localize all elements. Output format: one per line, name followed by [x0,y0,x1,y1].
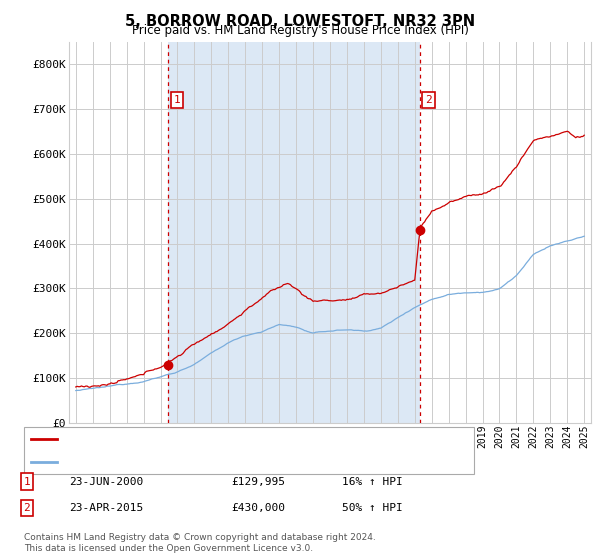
Text: 5, BORROW ROAD, LOWESTOFT, NR32 3PN: 5, BORROW ROAD, LOWESTOFT, NR32 3PN [125,14,475,29]
Text: 2: 2 [23,503,31,513]
Text: £129,995: £129,995 [231,477,285,487]
Text: £430,000: £430,000 [231,503,285,513]
Text: 50% ↑ HPI: 50% ↑ HPI [342,503,403,513]
Text: 1: 1 [173,95,181,105]
Text: 23-JUN-2000: 23-JUN-2000 [69,477,143,487]
Text: 23-APR-2015: 23-APR-2015 [69,503,143,513]
Text: 16% ↑ HPI: 16% ↑ HPI [342,477,403,487]
Text: 5, BORROW ROAD, LOWESTOFT, NR32 3PN (detached house): 5, BORROW ROAD, LOWESTOFT, NR32 3PN (det… [61,434,386,444]
Text: HPI: Average price, detached house, East Suffolk: HPI: Average price, detached house, East… [61,457,361,467]
Text: Contains HM Land Registry data © Crown copyright and database right 2024.
This d: Contains HM Land Registry data © Crown c… [24,533,376,553]
Text: 1: 1 [23,477,31,487]
Text: Price paid vs. HM Land Registry's House Price Index (HPI): Price paid vs. HM Land Registry's House … [131,24,469,36]
Text: 2: 2 [425,95,432,105]
Bar [169,42,420,423]
